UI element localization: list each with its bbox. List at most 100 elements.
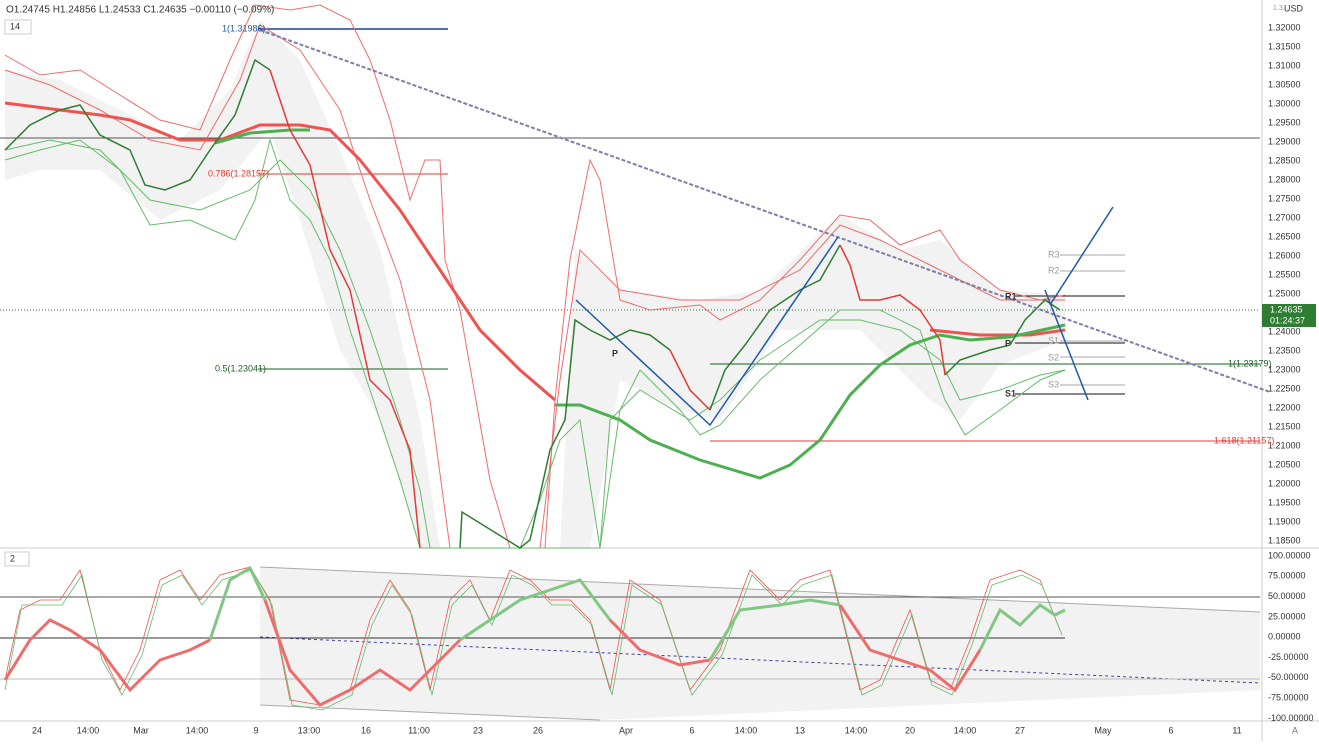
annotations: 1(1.31986) 0.786(1.28157) 0.5(1.23041) 1… — [208, 23, 1274, 445]
osc-main — [263, 599, 462, 707]
pivot-label: P — [612, 348, 618, 358]
time-tick-label: Mar — [133, 725, 149, 735]
osc-main — [708, 598, 841, 661]
time-tick-label: 14:00 — [954, 725, 977, 735]
osc-tick-label: -100.00000 — [1268, 713, 1314, 723]
osc-main — [608, 618, 711, 667]
price-line — [709, 244, 841, 411]
price-line — [839, 244, 946, 376]
moving-average — [929, 328, 1066, 337]
time-tick-label: 24 — [32, 725, 42, 735]
moving-average-green — [214, 128, 310, 145]
osc-tick-label: 75.00000 — [1268, 571, 1306, 581]
time-tick-label: 14:00 — [845, 725, 868, 735]
currency-label: USD — [1284, 3, 1304, 13]
time-tick-label: 13:00 — [298, 725, 321, 735]
price-tick-label: 1.23000 — [1268, 364, 1301, 374]
osc-trend — [259, 636, 1261, 684]
osc-channel-line — [259, 566, 1261, 613]
time-tick-label: 26 — [533, 725, 543, 735]
osc-tick-label: 100.00000 — [1268, 550, 1311, 560]
time-tick-label: 20 — [905, 725, 915, 735]
osc-tick-label: -75.00000 — [1268, 692, 1309, 702]
pane-badge[interactable] — [4, 551, 30, 567]
price-tick-label: 1.23500 — [1268, 345, 1301, 355]
osc-main — [459, 578, 612, 642]
pivot-label: P — [1005, 338, 1011, 348]
price-line — [459, 318, 671, 549]
osc-main — [978, 603, 1066, 651]
fib-label: 1(1.23179) — [1228, 358, 1272, 368]
pivot-lines — [1015, 295, 1125, 395]
price-line — [669, 349, 711, 411]
trend-line — [259, 29, 1271, 393]
price-tick-label: 1.22000 — [1268, 402, 1301, 412]
price-tick-label: 1.25500 — [1268, 269, 1301, 279]
osc-channel-line — [259, 704, 601, 721]
pane-badge-text: 14 — [10, 21, 20, 31]
lower-band-inner — [4, 139, 1066, 549]
osc-tick-label: 0.00000 — [1268, 632, 1301, 642]
auto-scale[interactable]: A — [1292, 725, 1298, 735]
time-tick-label: 14:00 — [186, 725, 209, 735]
price-line — [4, 58, 271, 191]
osc-main — [208, 565, 267, 641]
osc-tick-label: 25.00000 — [1268, 611, 1306, 621]
indicator-cloud — [5, 20, 1065, 548]
pane-badge-text: 2 — [10, 553, 15, 563]
countdown: 01:24:37 — [1270, 315, 1305, 325]
time-tick-label: 11 — [1232, 725, 1241, 735]
price-tick-label: 1.30000 — [1268, 98, 1301, 108]
price-tick-label: 1.27500 — [1268, 193, 1301, 203]
pivot-label: R2 — [1048, 265, 1060, 275]
current-price: 1.24635 — [1270, 304, 1303, 314]
price-tick-label: 1.26000 — [1268, 250, 1301, 260]
moving-average-green — [555, 323, 1066, 480]
price-tick-label: 1.27000 — [1268, 212, 1301, 222]
fib-label: 1.618(1.21157) — [1214, 435, 1274, 445]
price-tick-label: 1.28500 — [1268, 155, 1301, 165]
time-tick-label: 11:00 — [408, 725, 430, 735]
osc-fast — [4, 569, 1063, 711]
osc-tick-label: 50.00000 — [1268, 591, 1306, 601]
price-tick-label: 1.18500 — [1268, 535, 1301, 545]
price-tick-label: 1.20000 — [1268, 478, 1301, 488]
time-tick-label: 23 — [473, 725, 483, 735]
pivot-label: S1 — [1005, 388, 1016, 398]
pattern-line — [575, 236, 839, 427]
projection-line — [1049, 206, 1114, 306]
time-tick-label: May — [1094, 725, 1112, 735]
price-tick-label: 1.24000 — [1268, 326, 1301, 336]
time-tick-label: Apr — [619, 725, 633, 735]
time-tick-label: 9 — [253, 725, 258, 735]
pane-badge[interactable] — [4, 19, 32, 35]
time-tick-label: 6 — [689, 725, 694, 735]
time-tick-label: 13 — [795, 725, 805, 735]
price-tick-label: 1.19000 — [1268, 516, 1301, 526]
osc-main — [3, 618, 211, 693]
price-tick-label: 1.20500 — [1268, 459, 1301, 469]
price-tick-label: 1.30500 — [1268, 79, 1301, 89]
price-tick-label: 1.28000 — [1268, 174, 1301, 184]
price-tick-label: 1.25000 — [1268, 288, 1301, 298]
projection-line — [1044, 289, 1089, 401]
price-label-cut: 1.3... — [1273, 5, 1289, 12]
pivot-label: R3 — [1048, 249, 1060, 259]
time-tick-label: 27 — [1015, 725, 1025, 735]
price-tick-label: 1.19500 — [1268, 497, 1301, 507]
pivot-label: S3 — [1048, 379, 1059, 389]
lower-band — [4, 138, 1066, 549]
price-tick-label: 1.21500 — [1268, 421, 1301, 431]
time-tick-label: 14:00 — [77, 725, 100, 735]
fib-label: 0.5(1.23041) — [215, 363, 266, 373]
pivot-label: S2 — [1048, 352, 1059, 362]
price-tick-label: 1.29000 — [1268, 136, 1301, 146]
price-tick-label: 1.22500 — [1268, 383, 1301, 393]
price-tick-label: 1.31500 — [1268, 41, 1301, 51]
osc-main — [838, 604, 982, 693]
time-tick-label: 6 — [1168, 725, 1173, 735]
price-tick-label: 1.26500 — [1268, 231, 1301, 241]
fib-label: 0.786(1.28157) — [208, 168, 269, 178]
price-tick-label: 1.32000 — [1268, 22, 1301, 32]
